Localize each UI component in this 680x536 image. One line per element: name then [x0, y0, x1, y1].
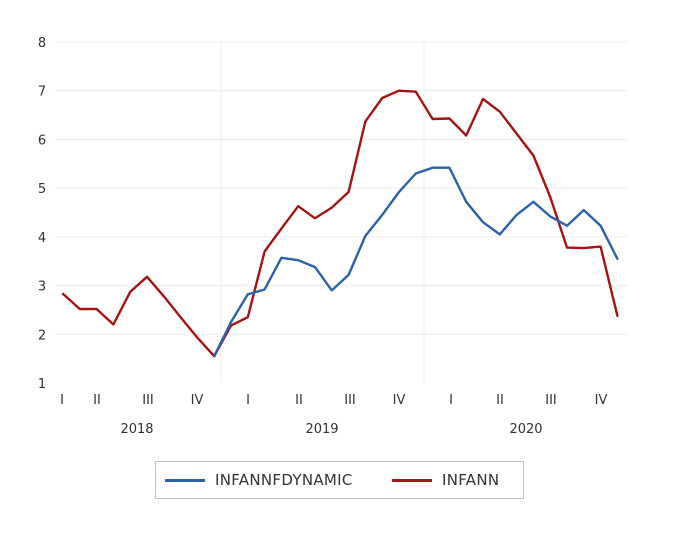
gridlines	[55, 41, 627, 383]
legend-swatch-dynamic	[165, 478, 205, 482]
legend-item-dynamic: INFANNFDYNAMIC	[165, 462, 353, 498]
series-line-infannfdynamic	[212, 166, 619, 358]
y-tick-label: 4	[38, 231, 46, 246]
legend-label-infann: INFANN	[442, 471, 500, 489]
x-year-label: 2019	[305, 422, 338, 437]
x-tick-label: I	[246, 393, 250, 408]
x-tick-label: I	[449, 393, 453, 408]
y-tick-label: 6	[38, 133, 46, 148]
x-tick-label: I	[60, 393, 64, 408]
x-tick-label: II	[295, 393, 303, 408]
x-tick-label: III	[344, 393, 356, 408]
y-tick-label: 8	[38, 36, 46, 51]
x-year-label: 2018	[120, 422, 153, 437]
legend-item-infann: INFANN	[392, 462, 499, 498]
y-tick-label: 7	[38, 85, 46, 100]
x-year-label: 2020	[509, 422, 542, 437]
x-tick-label: III	[545, 393, 557, 408]
y-tick-label: 5	[38, 182, 46, 197]
x-tick-label: IV	[191, 393, 204, 408]
legend: INFANNFDYNAMIC INFANN	[155, 461, 524, 499]
x-tick-label: II	[496, 393, 504, 408]
y-tick-label: 1	[38, 377, 46, 392]
series-lines	[61, 89, 619, 358]
y-tick-label: 3	[38, 280, 46, 295]
legend-label-dynamic: INFANNFDYNAMIC	[215, 471, 353, 489]
legend-swatch-infann	[392, 478, 432, 482]
x-tick-label: IV	[393, 393, 406, 408]
x-tick-label: III	[142, 393, 154, 408]
series-line-infann	[61, 89, 619, 358]
y-tick-label: 2	[38, 328, 46, 343]
y-axis: 1 2 3 4 5 6 7 8	[38, 36, 46, 392]
x-tick-label: IV	[595, 393, 608, 408]
x-tick-label: II	[93, 393, 101, 408]
